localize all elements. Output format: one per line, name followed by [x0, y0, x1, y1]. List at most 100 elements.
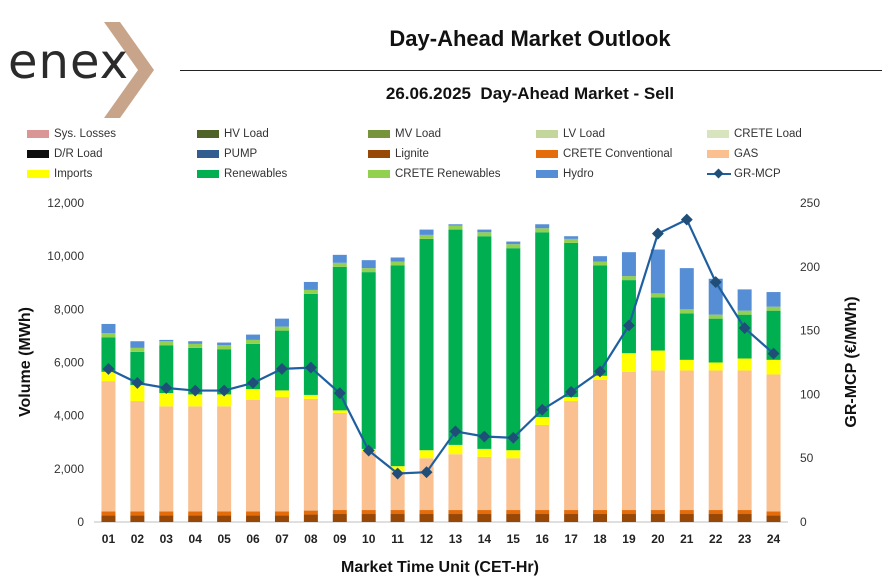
legend-swatch — [368, 150, 390, 158]
x-tick-label: 20 — [651, 532, 665, 546]
legend-swatch — [707, 130, 729, 138]
legend-label: Imports — [54, 168, 93, 180]
legend-label: Sys. Losses — [54, 128, 116, 140]
mcp-point — [738, 322, 751, 334]
legend-swatch — [27, 130, 49, 138]
bar-crete-conventional — [766, 511, 781, 516]
bar-gas — [650, 370, 665, 511]
bar-crete-conventional — [159, 511, 174, 516]
bar-crete-renewables — [477, 232, 492, 237]
bar-renewables — [564, 242, 579, 398]
legend-swatch — [536, 150, 558, 158]
bar-gas — [246, 399, 261, 512]
bar-hydro — [506, 241, 521, 245]
legend-swatch — [197, 130, 219, 138]
bar-lignite — [101, 515, 116, 522]
bar-crete-conventional — [217, 511, 232, 516]
bar-gas — [101, 381, 116, 512]
bar-crete-renewables — [159, 341, 174, 346]
x-tick-label: 23 — [738, 532, 752, 546]
bar-gas — [564, 401, 579, 511]
bar-crete-renewables — [737, 310, 752, 315]
bar-crete-renewables — [564, 238, 579, 243]
x-tick-label: 19 — [622, 532, 636, 546]
y-tick-label: 6,000 — [54, 356, 84, 370]
bar-hydro — [448, 224, 463, 226]
bar-renewables — [448, 229, 463, 445]
bar-lignite — [390, 514, 405, 522]
bar-crete-conventional — [593, 510, 608, 515]
bar-gas — [390, 471, 405, 511]
bar-lignite — [130, 515, 145, 522]
mcp-point — [276, 362, 288, 375]
bar-imports — [506, 450, 521, 459]
bar-gas — [159, 406, 174, 512]
bar-hydro — [650, 249, 665, 294]
bar-lignite — [535, 514, 550, 522]
mcp-point — [391, 467, 404, 480]
mcp-point — [709, 276, 722, 289]
x-tick-label: 04 — [189, 532, 203, 546]
bar-gas — [303, 398, 318, 511]
bar-crete-renewables — [766, 306, 781, 311]
x-tick-label: 09 — [333, 532, 347, 546]
bar-hydro — [477, 229, 492, 233]
bar-hydro — [159, 339, 174, 342]
bar-crete-conventional — [564, 510, 579, 515]
bar-lignite — [621, 514, 636, 522]
bar-imports — [650, 350, 665, 371]
bar-hydro — [593, 256, 608, 262]
bar-hydro — [621, 252, 636, 277]
bar-renewables — [708, 318, 723, 363]
x-tick-label: 05 — [217, 532, 231, 546]
bar-imports — [188, 394, 203, 407]
bar-hydro — [766, 292, 781, 307]
bar-crete-conventional — [130, 511, 145, 516]
bar-imports — [535, 416, 550, 425]
x-tick-label: 15 — [507, 532, 521, 546]
bar-crete-renewables — [188, 343, 203, 348]
legend-label: Lignite — [395, 148, 429, 160]
legend-swatch — [197, 170, 219, 178]
bar-imports — [477, 448, 492, 457]
bar-crete-renewables — [130, 347, 145, 352]
mcp-point — [478, 430, 491, 443]
x-tick-label: 17 — [564, 532, 578, 546]
bar-gas — [130, 401, 145, 512]
bar-hydro — [737, 289, 752, 311]
bar-imports — [332, 410, 347, 414]
bar-lignite — [564, 514, 579, 522]
legend-label: CRETE Renewables — [395, 168, 501, 180]
bar-crete-renewables — [679, 309, 694, 314]
bar-renewables — [361, 272, 376, 449]
bar-imports — [737, 358, 752, 371]
legend-swatch — [368, 170, 390, 178]
legend-label: GR-MCP — [734, 168, 781, 180]
legend-swatch — [536, 170, 558, 178]
legend-label: PUMP — [224, 148, 258, 160]
bar-renewables — [593, 265, 608, 376]
bar-crete-conventional — [101, 511, 116, 516]
bar-renewables — [303, 293, 318, 395]
bar-renewables — [217, 349, 232, 395]
y-tick-label: 4,000 — [54, 409, 84, 423]
bar-hydro — [419, 229, 434, 235]
bar-imports — [593, 375, 608, 380]
bar-gas — [708, 370, 723, 511]
bar-gas — [332, 413, 347, 511]
bar-lignite — [274, 515, 289, 522]
bar-crete-renewables — [101, 333, 116, 338]
y-tick-label: 8,000 — [54, 302, 84, 316]
bar-renewables — [246, 343, 261, 390]
bar-lignite — [246, 515, 261, 522]
legend-swatch — [368, 130, 390, 138]
y-tick-label: 2,000 — [54, 462, 84, 476]
y2-tick-label: 200 — [800, 260, 820, 274]
bar-renewables — [650, 297, 665, 351]
bar-imports — [274, 390, 289, 398]
bar-hydro — [535, 224, 550, 229]
bar-lignite — [506, 514, 521, 522]
legend-label: HV Load — [224, 128, 269, 140]
bar-gas — [593, 379, 608, 511]
